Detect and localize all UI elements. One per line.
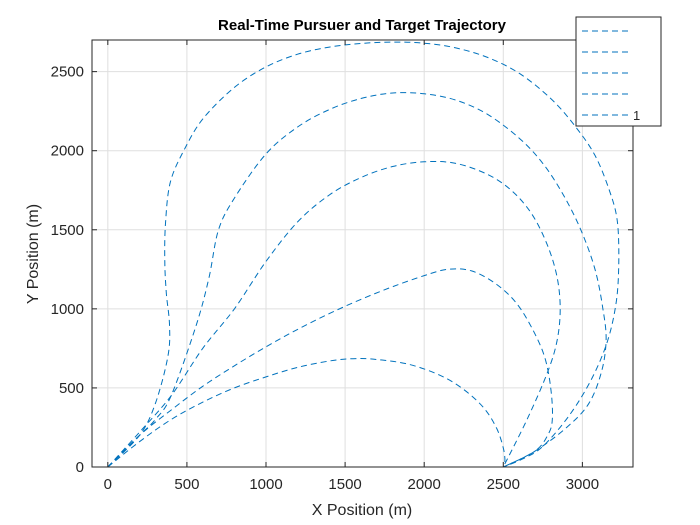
- y-tick-label: 2500: [51, 64, 84, 81]
- x-tick-label: 0: [104, 476, 112, 493]
- y-tick-label: 1000: [51, 301, 84, 318]
- legend-entry-label: 1: [633, 108, 640, 123]
- legend-box: [575, 16, 662, 127]
- x-tick-label: 1000: [249, 476, 282, 493]
- axes-box: [91, 39, 634, 468]
- x-tick-label: 2500: [487, 476, 520, 493]
- y-axis-label: Y Position (m): [25, 204, 42, 304]
- y-tick-label: 1500: [51, 222, 84, 239]
- trajectory-lines: [107, 41, 620, 468]
- trajectory-series-2: [107, 92, 607, 468]
- trajectory-series-3: [107, 160, 561, 468]
- legend: 1: [575, 16, 662, 127]
- plot-area: [92, 40, 633, 467]
- trajectory-series-5: [107, 358, 506, 468]
- y-tick-label: 0: [76, 459, 84, 476]
- trajectory-series-1: [107, 41, 620, 468]
- y-tick-label: 500: [59, 380, 84, 397]
- chart-title: Real-Time Pursuer and Target Trajectory: [218, 17, 507, 34]
- axis-ticks: 0 500 1000 1500 2000 2500 3000 0 500 1000 1500 2000…: [51, 40, 633, 493]
- x-tick-label: 1500: [328, 476, 361, 493]
- x-axis-label: X Position (m): [312, 502, 412, 519]
- x-tick-label: 3000: [566, 476, 599, 493]
- x-tick-label: 500: [174, 476, 199, 493]
- y-tick-label: 2000: [51, 143, 84, 160]
- x-tick-label: 2000: [408, 476, 441, 493]
- trajectory-series-4: [107, 268, 553, 468]
